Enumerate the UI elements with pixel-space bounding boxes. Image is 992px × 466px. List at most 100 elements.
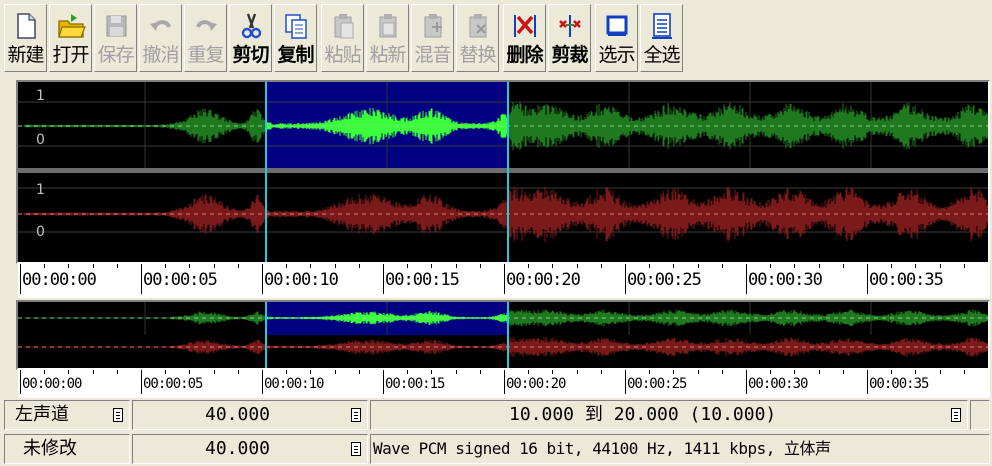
ruler-label: 00:00:20	[506, 376, 566, 392]
ruler-major-tick	[504, 370, 505, 394]
open-folder-icon	[57, 14, 86, 38]
ruler-label: 00:00:10	[264, 376, 324, 392]
toolbar-save-button[interactable]: 保存	[94, 4, 137, 72]
ruler-minor-tick	[44, 370, 46, 374]
waveform-main-pane[interactable]: 1 0 1 0	[16, 80, 990, 264]
toolbar-copy-button[interactable]: 复制	[274, 4, 317, 72]
ruler-minor-tick	[963, 370, 965, 374]
ruler-minor-tick	[915, 370, 917, 374]
ruler-label: 00:00:30	[748, 376, 808, 392]
toolbar-open-button[interactable]: 打开	[49, 4, 92, 72]
ruler-label: 00:00:05	[143, 376, 203, 392]
length-status: 40.000	[132, 400, 368, 430]
ruler-minor-tick	[576, 264, 578, 268]
ruler-minor-tick	[116, 370, 118, 374]
toolbar-paste-button[interactable]: 粘贴	[321, 4, 364, 72]
channel-status: 左声道	[4, 400, 130, 430]
ruler-label: 00:00:25	[627, 376, 687, 392]
waveform-main-canvas[interactable]	[18, 82, 988, 262]
ruler-minor-tick	[237, 264, 239, 268]
ruler-minor-tick	[431, 370, 433, 374]
mix-paste-icon	[424, 14, 442, 38]
toolbar-redo-label: 重复	[187, 44, 224, 66]
channel-divider[interactable]	[18, 168, 988, 173]
ruler-minor-tick	[334, 264, 336, 268]
ruler-minor-tick	[358, 370, 360, 374]
ruler-label: 00:00:00	[22, 270, 97, 290]
ruler-minor-tick	[286, 370, 288, 374]
overview-time-ruler[interactable]: 00:00:00 00:00:05 00:00:10 00:00:15 00:00:20…	[18, 370, 990, 398]
channel-name: 左声道	[15, 404, 69, 425]
ruler-minor-tick	[939, 370, 941, 374]
ruler-minor-tick	[770, 264, 772, 268]
ruler-major-tick	[262, 370, 263, 394]
total-length-value: 40.000	[205, 438, 271, 459]
ruler-minor-tick	[68, 370, 70, 374]
ruler-minor-tick	[479, 264, 481, 268]
ruler-label: 00:00:05	[143, 270, 218, 290]
total-length-list-icon[interactable]	[351, 442, 361, 456]
ruler-minor-tick	[600, 370, 602, 374]
toolbar-paste-new-button[interactable]: 粘新	[366, 4, 409, 72]
paste-clipboard-icon	[334, 14, 353, 39]
toolbar-new-button[interactable]: 新建	[4, 4, 47, 72]
ruler-minor-tick	[794, 264, 796, 268]
ruler-minor-tick	[310, 370, 312, 374]
left-channel-scale-zero: 0	[36, 132, 45, 148]
ruler-minor-tick	[286, 264, 288, 268]
toolbar-select-view-button[interactable]: 选示	[595, 4, 638, 72]
toolbar-mix-button[interactable]: 混音	[411, 4, 454, 72]
toolbar-redo-button[interactable]: 重复	[184, 4, 227, 72]
toolbar-paste-new-label: 粘新	[369, 44, 406, 66]
right-channel-scale-zero: 0	[36, 224, 45, 240]
status-spacer	[970, 400, 990, 430]
ruler-minor-tick	[528, 370, 530, 374]
ruler-minor-tick	[600, 264, 602, 268]
ruler-minor-tick	[842, 370, 844, 374]
ruler-major-tick	[383, 264, 384, 294]
ruler-minor-tick	[794, 370, 796, 374]
ruler-minor-tick	[116, 264, 118, 268]
selection-status: 10.000 到 20.000 (10.000)	[370, 400, 968, 430]
waveform-overview-canvas[interactable]	[18, 302, 988, 368]
toolbar-copy-label: 复制	[277, 44, 314, 66]
waveform-overview-pane[interactable]	[16, 300, 990, 370]
toolbar-select-all-label: 全选	[643, 44, 680, 66]
ruler-minor-tick	[92, 264, 94, 268]
ruler-label: 00:00:10	[264, 270, 339, 290]
toolbar-undo-label: 撤消	[142, 44, 179, 66]
ruler-major-tick	[625, 370, 626, 394]
ruler-minor-tick	[68, 264, 70, 268]
right-channel-scale-top: 1	[36, 182, 45, 198]
toolbar-delete-label: 删除	[506, 44, 543, 66]
toolbar-delete-button[interactable]: 删除	[503, 4, 546, 72]
ruler-minor-tick	[455, 264, 457, 268]
toolbar-replace-button[interactable]: 替换	[456, 4, 499, 72]
ruler-minor-tick	[697, 370, 699, 374]
length-list-icon[interactable]	[351, 408, 361, 422]
toolbar-paste-label: 粘贴	[324, 44, 361, 66]
selection-list-icon[interactable]	[951, 408, 961, 422]
ruler-minor-tick	[891, 370, 893, 374]
ruler-minor-tick	[842, 264, 844, 268]
toolbar-undo-button[interactable]: 撤消	[139, 4, 182, 72]
ruler-minor-tick	[649, 370, 651, 374]
toolbar-trim-button[interactable]: 剪裁	[548, 4, 591, 72]
toolbar-trim-label: 剪裁	[551, 44, 588, 66]
ruler-minor-tick	[528, 264, 530, 268]
ruler-minor-tick	[915, 264, 917, 268]
channel-list-icon[interactable]	[113, 408, 123, 422]
ruler-minor-tick	[165, 264, 167, 268]
trim-selection-icon	[558, 15, 581, 37]
ruler-minor-tick	[407, 264, 409, 268]
toolbar-select-all-button[interactable]: 全选	[640, 4, 683, 72]
scissors-icon	[241, 13, 261, 39]
ruler-minor-tick	[431, 264, 433, 268]
toolbar-cut-button[interactable]: 剪切	[229, 4, 272, 72]
ruler-minor-tick	[189, 264, 191, 268]
time-ruler[interactable]: 00:00:00 00:00:05 00:00:10 00:00:15 00:00:20…	[18, 264, 990, 298]
redo-arrow-icon	[195, 20, 217, 31]
modified-status: 未修改	[4, 434, 130, 464]
ruler-label: 00:00:25	[627, 270, 702, 290]
